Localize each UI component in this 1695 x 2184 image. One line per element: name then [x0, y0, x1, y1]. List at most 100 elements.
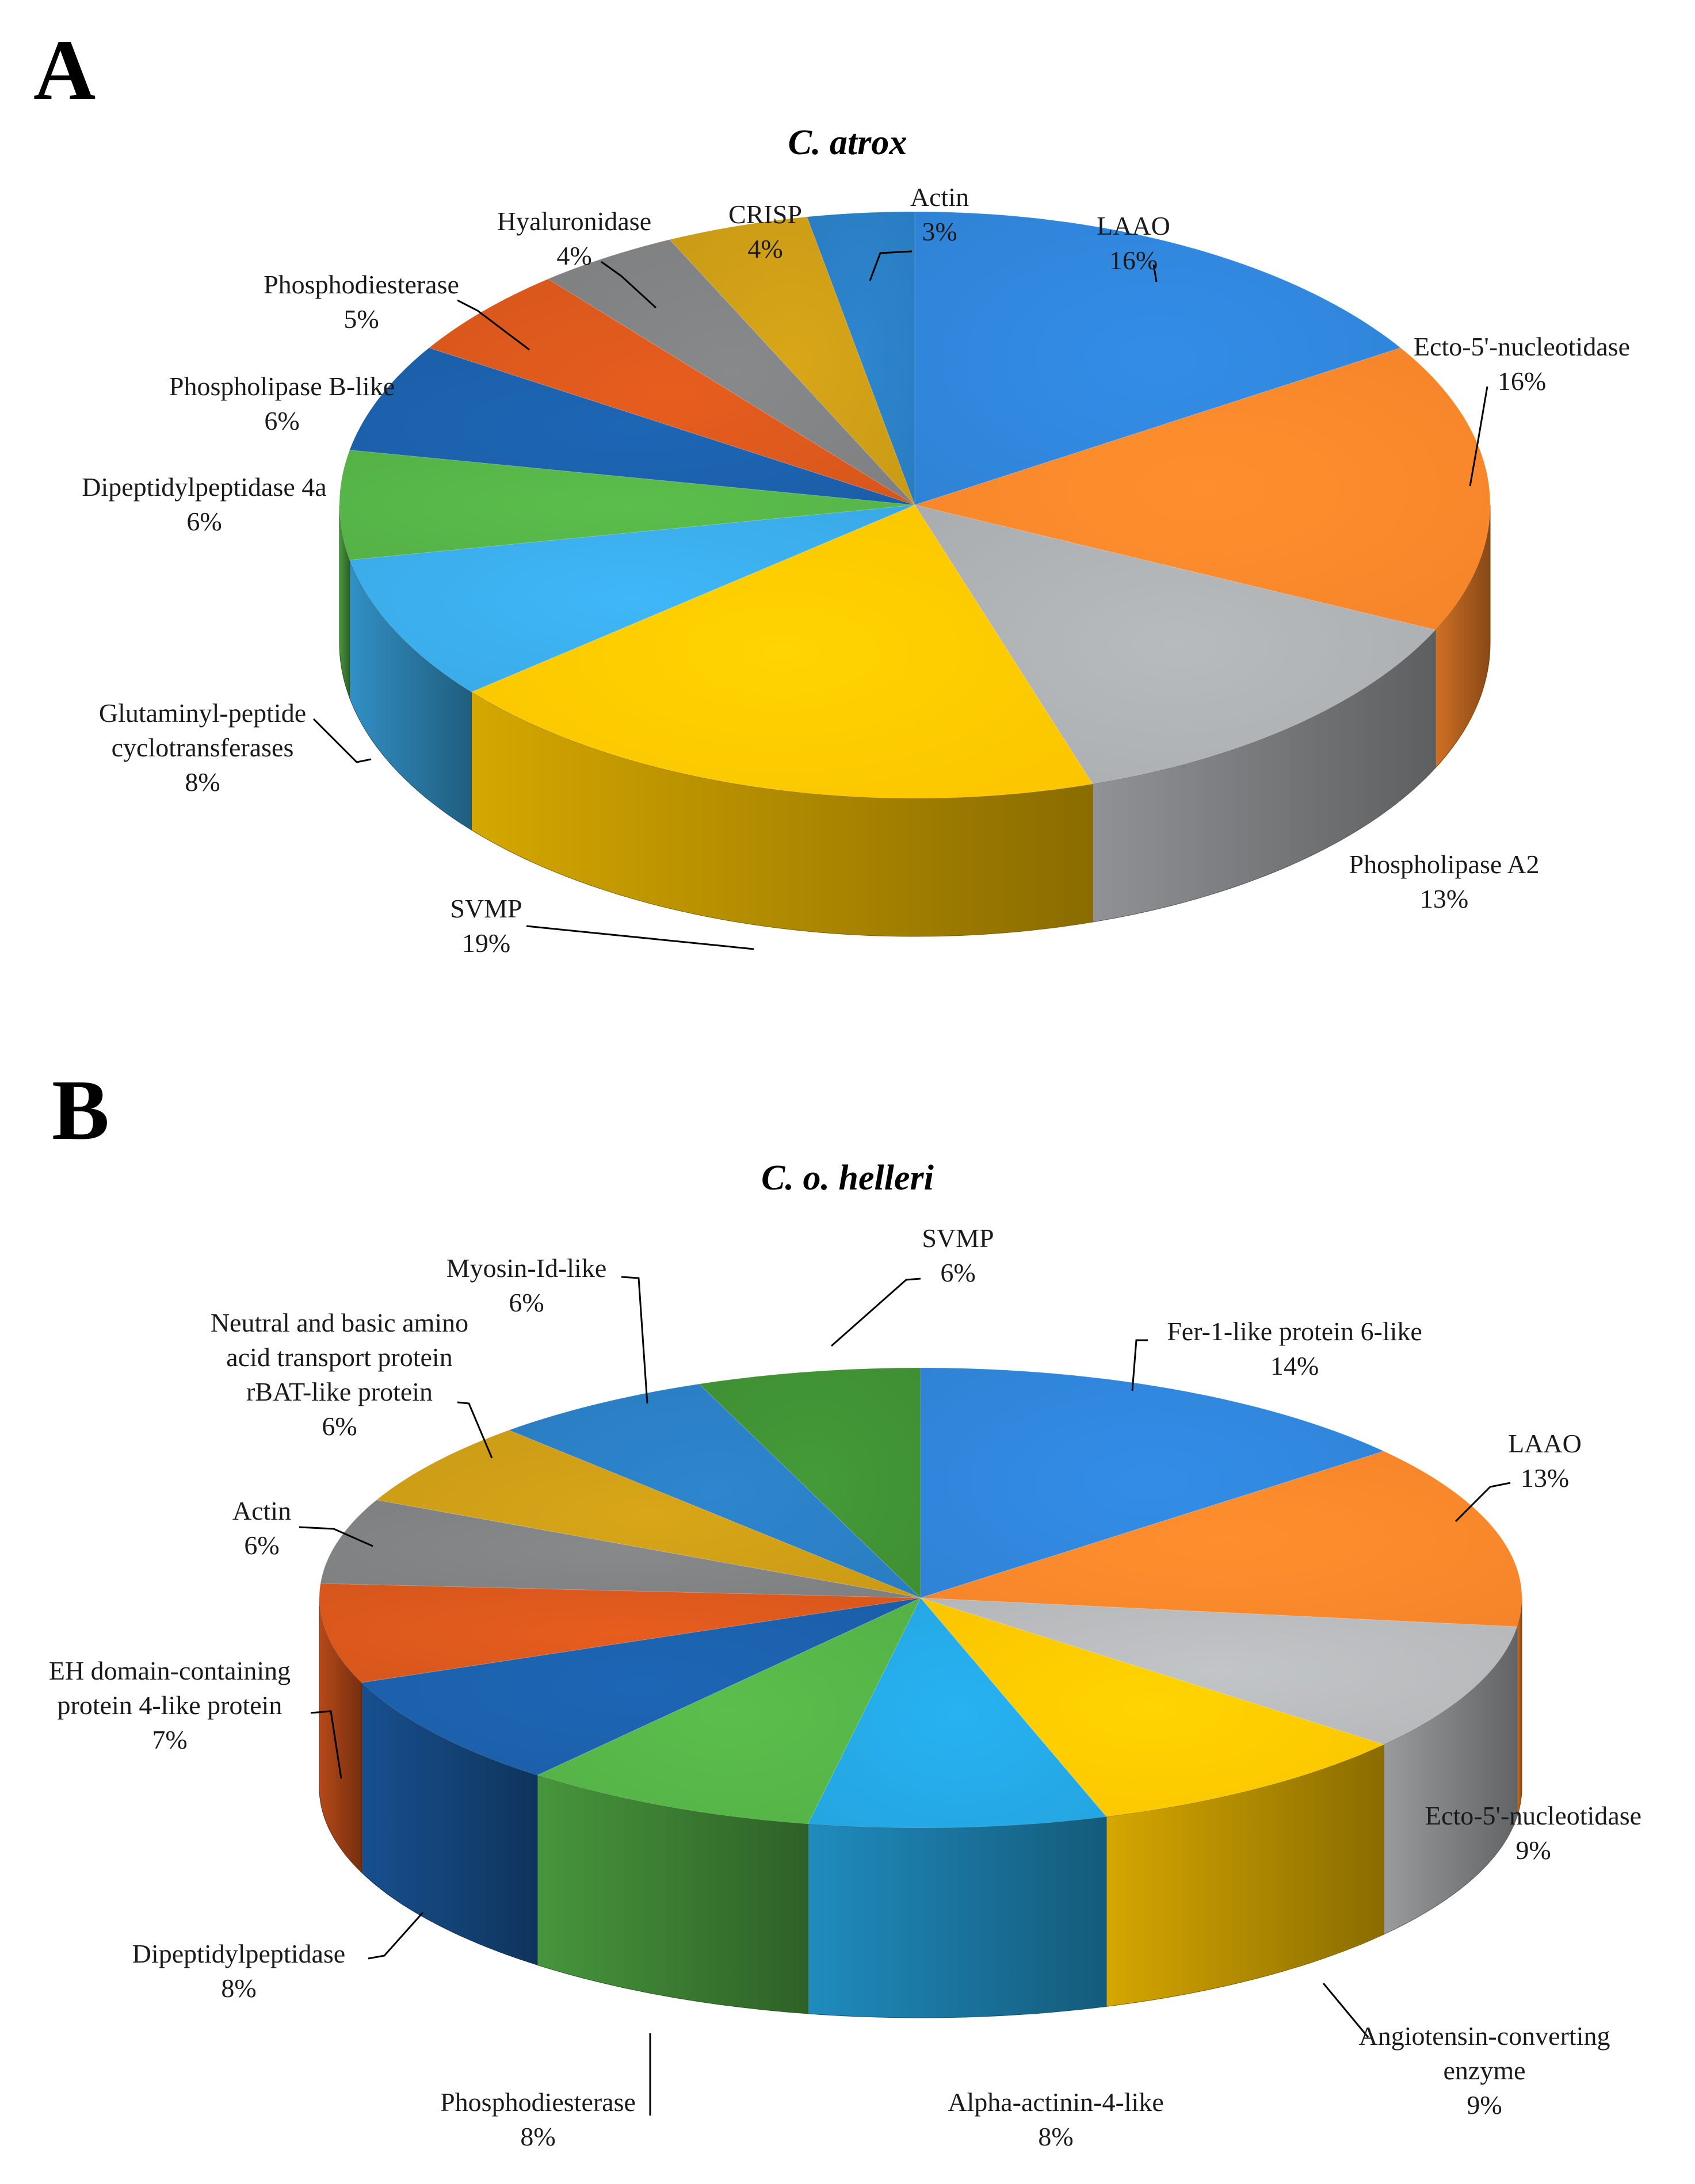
slice-value-label: 6%: [186, 507, 222, 536]
leader-line: [621, 1276, 648, 1404]
leader-line: [1455, 1482, 1511, 1523]
slice-value-label: 6%: [264, 406, 299, 435]
slice-labels: LAAO 16% Ecto-5'-nucleotidase 16% Phospholip…: [82, 182, 1630, 958]
slice-label: Hyaluronidase: [497, 206, 651, 236]
chart-title-b: C. o. helleri: [761, 1158, 934, 1198]
slice-phosphodiesterase: [536, 1597, 922, 1825]
leader-line: [831, 1277, 921, 1347]
slice-label: Glutaminyl-peptide: [99, 698, 306, 728]
slice-label: SVMP: [922, 1223, 994, 1253]
slice-label: CRISP: [728, 200, 802, 229]
slice-neutral-and-basic-amino-acid-transport-protein-rbat-like-protein: [376, 1429, 921, 1598]
panel-letter-a: A: [33, 22, 96, 118]
slice-label: Fer-1-like protein 6-like: [1167, 1317, 1422, 1346]
leader-line: [1152, 264, 1158, 282]
slice-actin: [320, 1500, 921, 1598]
leader-line: [601, 261, 657, 309]
pie-tops: [339, 211, 1491, 799]
slice-value-label: 3%: [922, 217, 957, 246]
slice-value-label: 16%: [1498, 366, 1546, 396]
slice-label: Angiotensin-converting: [1359, 2021, 1610, 2051]
slice-label: Actin: [232, 1496, 291, 1525]
slice-label: acid transport protein: [226, 1342, 452, 1372]
slice-value-label: 4%: [747, 234, 782, 263]
slice-label: protein 4-like protein: [58, 1690, 282, 1720]
leader-line: [457, 299, 530, 351]
slice-ecto-5-nucleotidase: [914, 347, 1491, 630]
slice-label: Phospholipase B-like: [169, 372, 395, 401]
slice-laao: [914, 211, 1402, 506]
slice-dipeptidylpeptidase-4a: [339, 449, 915, 561]
slice-side-laao: [1517, 1597, 1522, 1817]
slice-side-alpha-actinin-4-like: [807, 1816, 1107, 2018]
slice-value-label: 13%: [1420, 884, 1468, 913]
pie-chart-b: Fer-1-like protein 6-like 14% LAAO 13% Ecto-…: [49, 1223, 1641, 2151]
leader-line: [312, 718, 372, 763]
pie-sides: [339, 504, 1491, 937]
slice-label: rBAT-like protein: [246, 1377, 433, 1406]
slice-myosin-id-like: [508, 1383, 921, 1598]
leader-line: [310, 1710, 342, 1779]
pie-sides: [319, 1597, 1522, 2018]
slice-actin: [806, 211, 915, 506]
leader-line: [1131, 1339, 1148, 1391]
slice-label: Alpha-actinin-4-like: [948, 2087, 1164, 2117]
slice-label: LAAO: [1508, 1429, 1582, 1458]
slice-value-label: 8%: [221, 1973, 256, 2003]
slice-value-label: 9%: [1467, 2090, 1502, 2120]
slice-label: Actin: [910, 182, 969, 212]
slice-label: EH domain-containing: [49, 1656, 291, 1685]
leader-line: [299, 1526, 373, 1547]
panel-b: B C. o. helleri Fer-1-like protein 6-lik…: [49, 1062, 1641, 2151]
slice-value-label: 19%: [462, 928, 510, 958]
slice-value-label: 8%: [185, 767, 220, 797]
panel-a: A C. atrox LAAO 16% Ecto-5'-nucleotidase 16…: [33, 22, 1630, 958]
slice-label: Phosphodiesterase: [440, 2087, 636, 2117]
chart-title-a: C. atrox: [788, 123, 907, 162]
slice-alpha-actinin-4-like: [807, 1597, 1107, 1829]
pie-tops: [319, 1367, 1522, 1829]
slice-crisp: [669, 216, 915, 506]
leader-line: [869, 250, 913, 281]
slice-value-label: 4%: [556, 241, 591, 270]
leader-line: [368, 1912, 424, 1960]
slice-phosphodiesterase: [428, 278, 915, 506]
slice-label: Phosphodiesterase: [264, 270, 459, 299]
slice-value-label: 9%: [1515, 1835, 1551, 1865]
slice-label: Dipeptidylpeptidase 4a: [82, 472, 326, 502]
slice-value-label: 8%: [520, 2122, 555, 2151]
slice-label: SVMP: [450, 894, 522, 923]
slice-glutaminyl-peptide-cyclotransferases: [349, 504, 915, 693]
slice-value-label: 5%: [343, 304, 379, 334]
pie-chart-a: LAAO 16% Ecto-5'-nucleotidase 16% Phospholip…: [82, 182, 1630, 958]
slice-value-label: 14%: [1270, 1351, 1319, 1380]
slice-laao: [920, 1451, 1522, 1627]
slice-value-label: 6%: [322, 1412, 357, 1441]
slice-label: Ecto-5'-nucleotidase: [1414, 332, 1630, 361]
slice-svmp: [698, 1367, 921, 1599]
slice-label: Dipeptidylpeptidase: [132, 1939, 345, 1968]
slice-svmp: [471, 504, 1093, 799]
slice-label: cyclotransferases: [112, 733, 294, 762]
slice-label: Ecto-5'-nucleotidase: [1425, 1801, 1641, 1830]
slice-value-label: 7%: [152, 1725, 187, 1754]
slice-label: enzyme: [1443, 2056, 1525, 2085]
slice-label: LAAO: [1097, 211, 1170, 240]
slice-angiotensin-converting-enzyme: [919, 1597, 1385, 1817]
slice-hyaluronidase: [547, 239, 915, 506]
slice-label: Neutral and basic amino: [211, 1308, 468, 1337]
leader-line: [1322, 1983, 1369, 2038]
slice-value-label: 6%: [244, 1531, 279, 1560]
slice-labels: Fer-1-like protein 6-like 14% LAAO 13% Ecto-…: [49, 1223, 1641, 2151]
slice-value-label: 6%: [940, 1258, 975, 1287]
slice-label: Myosin-Id-like: [446, 1253, 607, 1283]
leader-line: [1469, 386, 1488, 487]
slice-value-label: 16%: [1109, 246, 1158, 275]
slice-label: Phospholipase A2: [1349, 850, 1540, 879]
slice-ecto-5-nucleotidase: [920, 1597, 1518, 1745]
leader-line: [526, 925, 754, 950]
slice-dipeptidylpeptidase: [361, 1597, 921, 1776]
leader-line: [457, 1401, 493, 1459]
slice-fer-1-like-protein-6-like: [920, 1367, 1385, 1598]
